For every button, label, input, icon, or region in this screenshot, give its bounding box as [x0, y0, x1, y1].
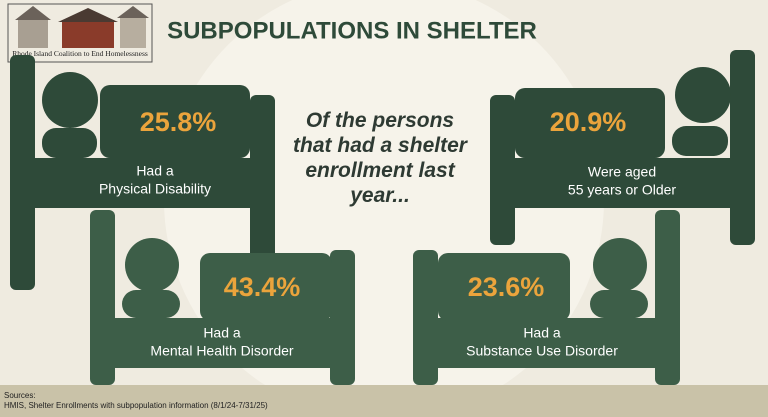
stat-label: 55 years or Older [568, 182, 676, 198]
stat-label: Physical Disability [99, 181, 211, 197]
stat-label: Mental Health Disorder [150, 343, 294, 359]
bed-icon [10, 55, 275, 290]
stat-value: 25.8% [140, 107, 217, 137]
stat-label: Had a [203, 325, 241, 341]
bed-icon [490, 50, 755, 245]
bed-icon [413, 210, 680, 385]
stat-value: 20.9% [550, 107, 627, 137]
footer-band [0, 385, 768, 417]
title: SUBPOPULATIONS IN SHELTER [167, 17, 537, 44]
footer-heading: Sources: [4, 391, 36, 400]
stat-value: 43.4% [224, 272, 301, 302]
stat-label: Had a [136, 163, 174, 179]
bed-icon [90, 210, 355, 385]
stat-label: Substance Use Disorder [466, 343, 618, 359]
stat-label: Were aged [588, 164, 656, 180]
footer-source: HMIS, Shelter Enrollments with subpopula… [4, 401, 268, 410]
stat-label: Had a [523, 325, 561, 341]
stat-value: 23.6% [468, 272, 545, 302]
logo: Rhode Island Coalition to End Homelessne… [7, 3, 153, 63]
intro-text: Of the persons that had a shelter enroll… [293, 109, 467, 207]
logo-text: Rhode Island Coalition to End Homelessne… [12, 49, 148, 58]
